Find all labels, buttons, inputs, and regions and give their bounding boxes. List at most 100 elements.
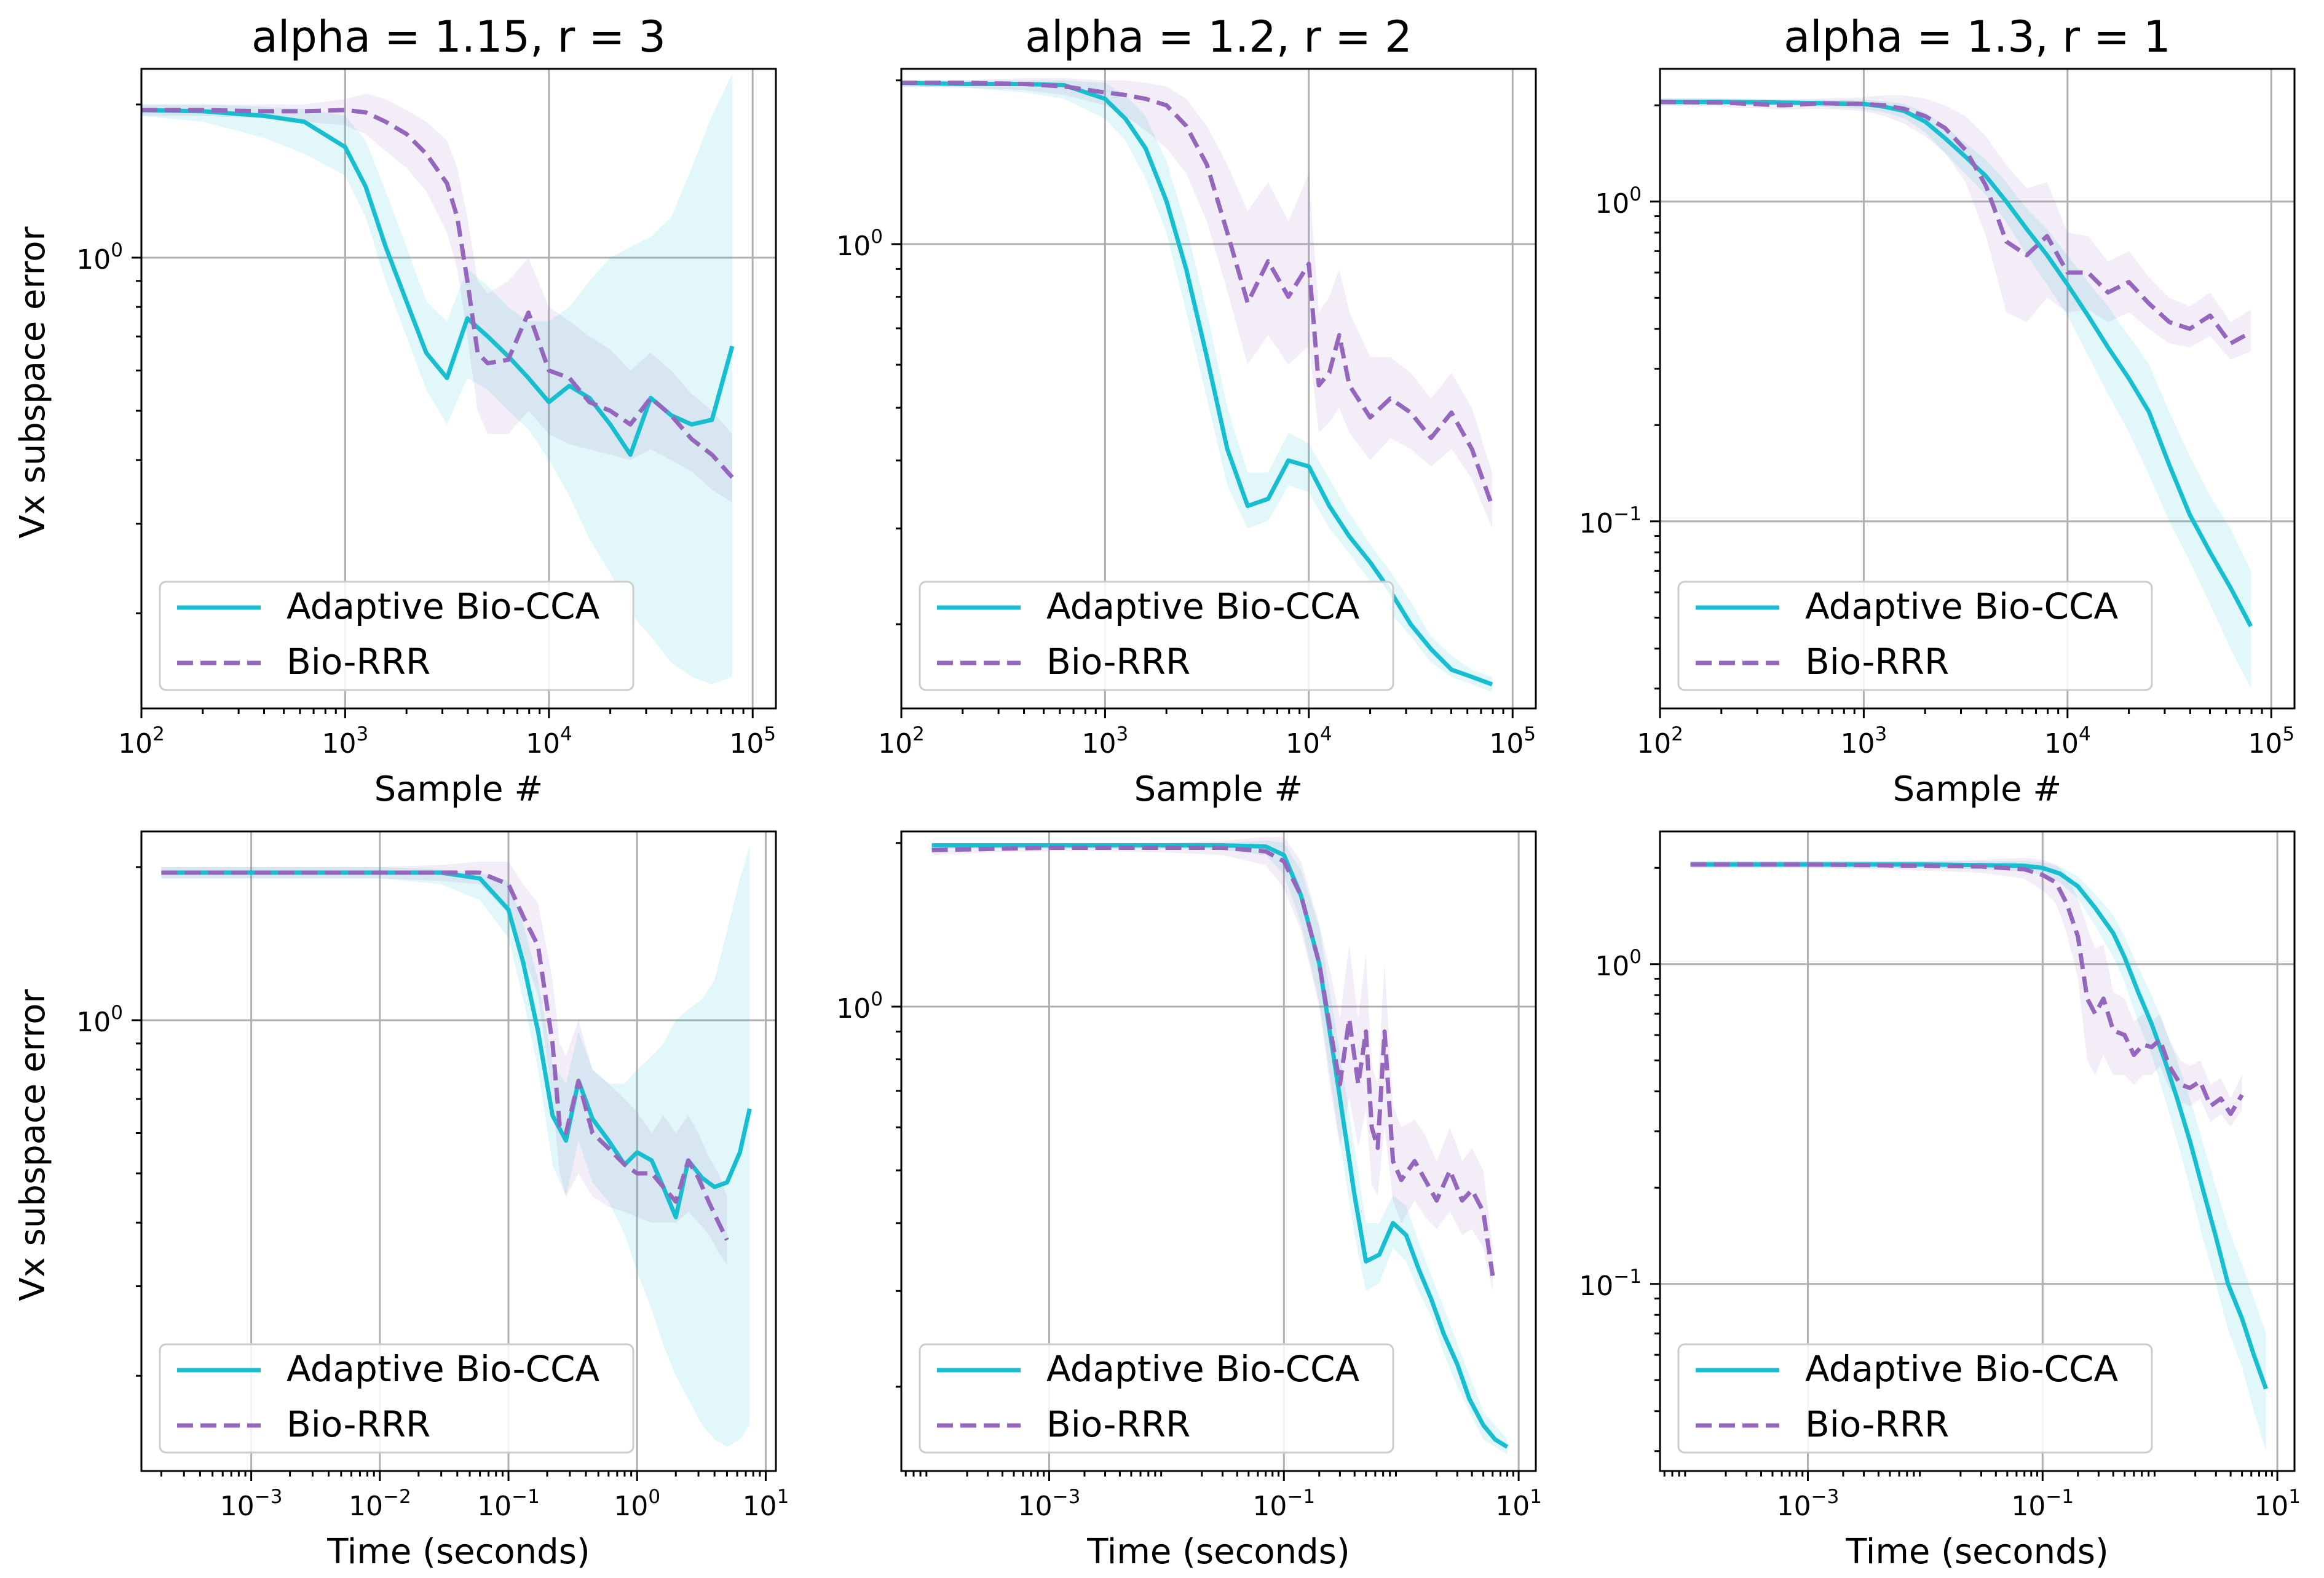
adaptive-series-line [901, 81, 1493, 687]
x-axis-label: Time (seconds) [1086, 1532, 1350, 1572]
ticks [891, 79, 1514, 718]
x-axis-label: Time (seconds) [326, 1532, 590, 1572]
x-tick-label: 102 [1637, 723, 1683, 759]
x-tick-label: 10−1 [1252, 1486, 1315, 1522]
x-tick-label: 10−1 [2011, 1486, 2074, 1522]
plot-area [1690, 857, 2268, 1451]
subplot-3: 102 103 104 105 100 10−1 Sample # alpha = 1.3, … [1579, 12, 2296, 809]
biorrr-confidence-band [141, 93, 732, 503]
legend: Adaptive Bio-CCA Bio-RRR [159, 1343, 634, 1454]
y-axis-label: Vx subspace error [13, 226, 53, 538]
biorrr-confidence-band [1660, 95, 2251, 360]
adaptive-legend-label: Adaptive Bio-CCA [1046, 1348, 1360, 1390]
y-tick-label: 100 [76, 239, 123, 276]
grid [1659, 69, 2294, 708]
subplot-2: 102 103 104 105 100 Sample # alpha = 1.2, r = … [836, 12, 1537, 809]
subplot-6: 10−3 10−1 101 100 10−1 Time (seconds) Adaptive… [1579, 830, 2301, 1572]
x-tick-label: 102 [878, 723, 925, 759]
x-axis-label: Sample # [374, 769, 543, 809]
adaptive-confidence-band [161, 846, 750, 1447]
x-tick-label: 102 [118, 723, 165, 759]
x-tick-label: 104 [2044, 723, 2091, 759]
x-tick-label: 103 [1082, 723, 1129, 759]
subplot-title: alpha = 1.3, r = 1 [1784, 12, 2171, 62]
x-axis-label: Sample # [1134, 769, 1303, 809]
biorrr-series-line [161, 870, 729, 1241]
x-tick-label: 101 [743, 1486, 789, 1522]
biorrr-legend-label: Bio-RRR [1805, 1403, 1949, 1445]
x-tick-label: 103 [1841, 723, 1887, 759]
plot-area [161, 846, 752, 1447]
biorrr-series-line [931, 846, 1495, 1277]
legend-box [919, 581, 1394, 691]
axes-frame [900, 68, 1537, 710]
x-tick-label: 10−3 [220, 1486, 283, 1522]
x-tick-label: 101 [2254, 1486, 2301, 1522]
plot-area [141, 73, 735, 684]
legend-box [1677, 581, 2153, 691]
plot-area [931, 837, 1509, 1455]
legend: Adaptive Bio-CCA Bio-RRR [919, 581, 1394, 691]
axes-frame [140, 830, 777, 1472]
adaptive-series-line [141, 108, 735, 457]
biorrr-legend-label: Bio-RRR [1046, 641, 1190, 683]
y-axis-label: Vx subspace error [13, 988, 53, 1301]
axes-frame [140, 68, 777, 710]
axes-frame [1659, 68, 2296, 710]
biorrr-legend-label: Bio-RRR [1805, 641, 1949, 683]
x-tick-label: 103 [322, 723, 369, 759]
x-tick-label: 104 [1286, 723, 1332, 759]
subplot-1: 102 103 104 105 100 Sample # Vx subspace error… [13, 12, 777, 809]
adaptive-legend-label: Adaptive Bio-CCA [1046, 585, 1360, 627]
legend-box [159, 1343, 634, 1454]
subplot-title: alpha = 1.15, r = 3 [251, 12, 666, 62]
y-tick-label: 100 [836, 988, 883, 1025]
legend: Adaptive Bio-CCA Bio-RRR [919, 1343, 1394, 1454]
axes-frame [900, 830, 1537, 1472]
biorrr-series-line [1690, 862, 2244, 1116]
x-tick-label: 101 [1495, 1486, 1542, 1522]
biorrr-confidence-band [161, 862, 727, 1266]
adaptive-legend-label: Adaptive Bio-CCA [1805, 1348, 2119, 1390]
biorrr-series-line [901, 81, 1495, 507]
y-tick-label: 100 [1595, 946, 1642, 982]
ticks [891, 842, 1520, 1481]
biorrr-confidence-band [1690, 857, 2242, 1127]
biorrr-legend-label: Bio-RRR [287, 1403, 430, 1445]
plot-area [1660, 95, 2253, 689]
adaptive-confidence-band [901, 80, 1492, 692]
x-tick-label: 105 [729, 723, 776, 759]
biorrr-legend-label: Bio-RRR [1046, 1403, 1190, 1445]
legend-box [919, 1343, 1394, 1454]
x-tick-label: 105 [1489, 723, 1536, 759]
adaptive-confidence-band [141, 73, 732, 684]
x-tick-label: 10−3 [1018, 1486, 1081, 1522]
subplot-5: 10−3 10−1 101 100 Time (seconds) Adaptive Bio… [836, 830, 1542, 1572]
ticks [1650, 104, 2272, 718]
legend-box [159, 581, 634, 691]
legend-box [1677, 1343, 2153, 1454]
x-tick-label: 104 [526, 723, 572, 759]
biorrr-confidence-band [901, 77, 1492, 529]
x-tick-label: 10−3 [1777, 1486, 1840, 1522]
x-tick-label: 105 [2248, 723, 2294, 759]
axes-frame [1659, 830, 2296, 1472]
legend: Adaptive Bio-CCA Bio-RRR [159, 581, 634, 691]
legend: Adaptive Bio-CCA Bio-RRR [1677, 581, 2153, 691]
y-tick-label: 10−1 [1579, 503, 1642, 539]
x-tick-label: 100 [614, 1486, 660, 1522]
adaptive-legend-label: Adaptive Bio-CCA [287, 1348, 600, 1390]
y-tick-label: 10−1 [1579, 1266, 1642, 1302]
subplot-4: 10−3 10−2 10−1 100 101 100 Time (seconds) Vx su… [13, 830, 789, 1572]
adaptive-legend-label: Adaptive Bio-CCA [1805, 585, 2119, 627]
legend: Adaptive Bio-CCA Bio-RRR [1677, 1343, 2153, 1454]
y-tick-label: 100 [836, 226, 883, 262]
biorrr-legend-label: Bio-RRR [287, 641, 430, 683]
adaptive-legend-label: Adaptive Bio-CCA [287, 585, 600, 627]
x-tick-label: 10−1 [477, 1486, 540, 1522]
biorrr-confidence-band [931, 837, 1493, 1291]
plot-area [901, 77, 1495, 692]
y-tick-label: 100 [76, 1002, 123, 1038]
